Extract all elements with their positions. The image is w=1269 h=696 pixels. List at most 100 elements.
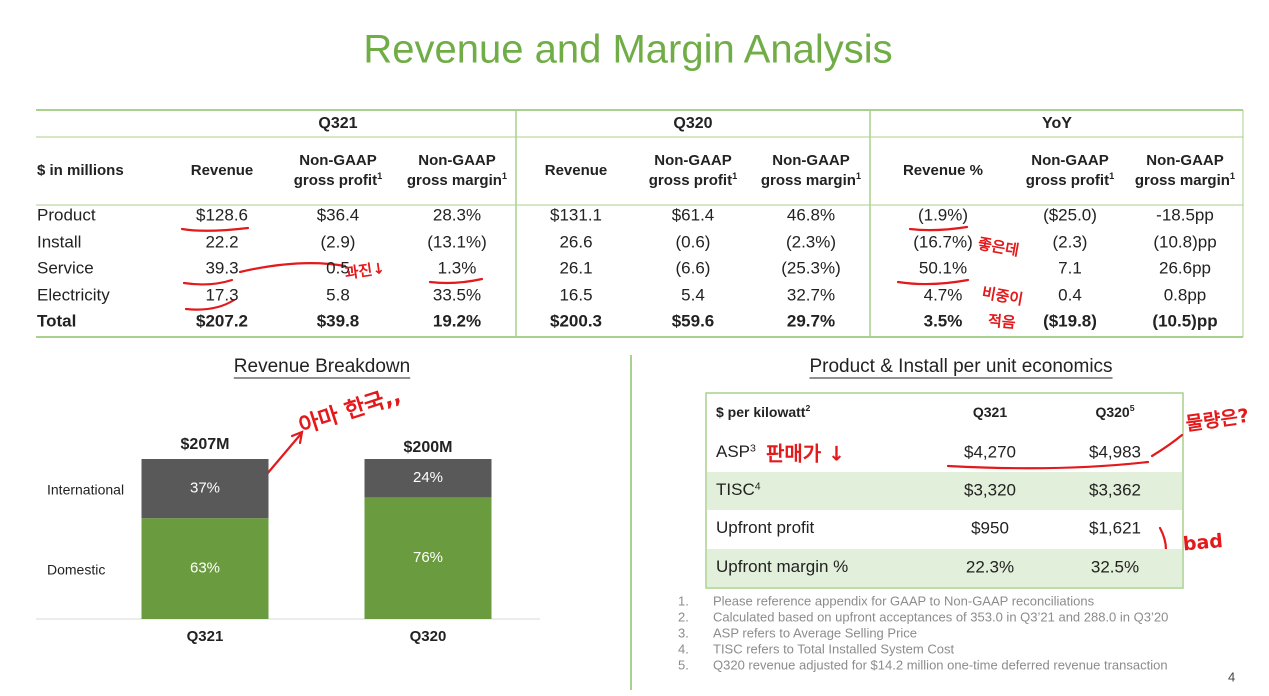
row-label: Electricity bbox=[37, 285, 110, 304]
table-cell: (2.3%) bbox=[786, 232, 836, 251]
group-header: Q320 bbox=[673, 115, 712, 132]
column-header-text: Non-GAAP bbox=[772, 152, 850, 169]
table-cell: (2.9) bbox=[321, 232, 356, 251]
handwritten-note: 과진↓ bbox=[344, 259, 386, 282]
column-header: Non-GAAP bbox=[654, 152, 732, 169]
table-cell: 1.3% bbox=[438, 258, 477, 277]
table-cell: 5.4 bbox=[681, 285, 705, 304]
column-header: Non-GAAP bbox=[299, 152, 377, 169]
column-header-text: Non-GAAP bbox=[1146, 152, 1224, 169]
column-header-text: gross margin bbox=[761, 172, 856, 189]
row-label: Service bbox=[37, 258, 94, 277]
table-cell: (16.7%) bbox=[913, 232, 973, 251]
column-header: gross profit1 bbox=[294, 171, 383, 189]
column-header-text: Q321 bbox=[973, 404, 1007, 420]
column-header-text: Revenue % bbox=[903, 162, 983, 179]
table-cell: (10.8)pp bbox=[1153, 232, 1216, 251]
table-cell: (1.9%) bbox=[918, 205, 968, 224]
table-cell: (2.3) bbox=[1053, 232, 1088, 251]
column-header: Revenue % bbox=[903, 162, 983, 179]
data-label: 76% bbox=[413, 549, 443, 566]
footnote-number: 4. bbox=[678, 641, 689, 656]
table-cell: $950 bbox=[971, 518, 1009, 537]
table-cell: -18.5pp bbox=[1156, 205, 1214, 224]
column-header: Revenue bbox=[545, 162, 608, 179]
footnote-number: 1. bbox=[678, 593, 689, 608]
table-cell: 33.5% bbox=[433, 285, 481, 304]
superscript: 3 bbox=[750, 442, 756, 454]
table-cell: $200.3 bbox=[550, 311, 602, 330]
footnote-number: 3. bbox=[678, 625, 689, 640]
footnote-text: Q320 revenue adjusted for $14.2 million … bbox=[713, 657, 1168, 672]
column-header-text: Q320 bbox=[1095, 404, 1129, 420]
column-header: gross profit1 bbox=[1026, 171, 1115, 189]
table-title: Product & Install per unit economics bbox=[809, 356, 1112, 377]
footnote-number: 2. bbox=[678, 609, 689, 624]
column-header: $ in millions bbox=[37, 162, 124, 179]
row-label: ASP3 bbox=[716, 442, 756, 461]
bar-segment bbox=[364, 459, 492, 498]
table-cell: $3,362 bbox=[1089, 480, 1141, 499]
table-cell: 32.5% bbox=[1091, 557, 1139, 576]
footnote-number: 5. bbox=[678, 657, 689, 672]
series-label: Domestic bbox=[47, 561, 105, 577]
table-cell: 19.2% bbox=[433, 311, 481, 330]
column-header-text: $ in millions bbox=[37, 162, 124, 179]
row-label: Total bbox=[37, 311, 76, 330]
superscript: 2 bbox=[805, 403, 810, 413]
handwritten-note: 판매가 ↓ bbox=[766, 442, 845, 466]
row-label: Product bbox=[37, 205, 96, 224]
table-cell: $128.6 bbox=[196, 205, 248, 224]
footnote-text: Calculated based on upfront acceptances … bbox=[713, 609, 1168, 624]
superscript: 1 bbox=[1109, 171, 1114, 181]
row-label: Upfront profit bbox=[716, 518, 815, 537]
column-header-text: gross margin bbox=[407, 172, 502, 189]
handwriting-strokes bbox=[180, 225, 1184, 574]
chart-title: Revenue Breakdown bbox=[234, 356, 410, 377]
table-cell: 22.2 bbox=[205, 232, 238, 251]
column-header: Non-GAAP bbox=[1031, 152, 1109, 169]
column-header-text: gross profit bbox=[1026, 172, 1109, 189]
handwritten-note: 비중이 bbox=[981, 284, 1025, 309]
table-cell: (10.5)pp bbox=[1152, 311, 1217, 330]
table-cell: (6.6) bbox=[676, 258, 711, 277]
handwritten-note: bad bbox=[1182, 530, 1224, 555]
table-cell: 32.7% bbox=[787, 285, 835, 304]
column-header: gross margin1 bbox=[407, 171, 507, 189]
footnote-text: ASP refers to Average Selling Price bbox=[713, 625, 917, 640]
table-cell: 26.6pp bbox=[1159, 258, 1211, 277]
row-label-text: Upfront margin % bbox=[716, 557, 848, 576]
column-header: gross profit1 bbox=[649, 171, 738, 189]
column-header-text: gross profit bbox=[649, 172, 732, 189]
unit-table-border bbox=[705, 392, 1184, 589]
row-label-text: Upfront profit bbox=[716, 518, 815, 537]
bar-segment bbox=[141, 459, 269, 519]
superscript: 1 bbox=[1230, 171, 1235, 181]
group-header: Q321 bbox=[318, 115, 357, 132]
table-cell: ($19.8) bbox=[1043, 311, 1097, 330]
table-cell: 4.7% bbox=[924, 285, 963, 304]
superscript: 1 bbox=[502, 171, 507, 181]
table-cell: 29.7% bbox=[787, 311, 835, 330]
table-cell: $36.4 bbox=[317, 205, 360, 224]
table-cell: $61.4 bbox=[672, 205, 715, 224]
superscript: 4 bbox=[755, 480, 761, 492]
handwritten-note: 아마 한국,, bbox=[296, 383, 404, 439]
table-cell: 26.6 bbox=[559, 232, 592, 251]
table-cell: (0.6) bbox=[676, 232, 711, 251]
table-cell: $4,270 bbox=[964, 442, 1016, 461]
column-header-text: Revenue bbox=[545, 162, 608, 179]
footnote-text: Please reference appendix for GAAP to No… bbox=[713, 593, 1095, 608]
table-cell: 16.5 bbox=[559, 285, 592, 304]
superscript: 5 bbox=[1130, 403, 1135, 413]
table-cell: $39.8 bbox=[317, 311, 360, 330]
total-label: $200M bbox=[404, 439, 453, 456]
row-label: Upfront margin % bbox=[716, 557, 848, 576]
data-label: 24% bbox=[413, 469, 443, 486]
table-cell: $207.2 bbox=[196, 311, 248, 330]
column-header-text: $ per kilowatt bbox=[716, 404, 806, 420]
column-header-text: Non-GAAP bbox=[1031, 152, 1109, 169]
series-label: International bbox=[47, 481, 124, 497]
table-cell: 26.1 bbox=[559, 258, 592, 277]
